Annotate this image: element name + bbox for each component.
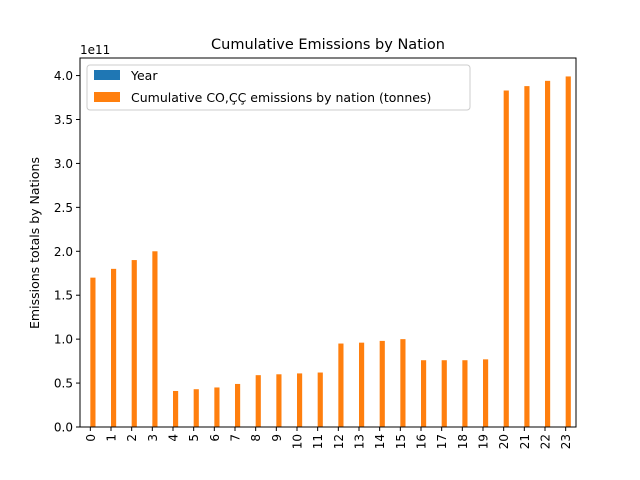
bar-emissions-8: [255, 375, 261, 427]
bar-emissions-20: [503, 90, 509, 427]
x-tick-label: 14: [373, 434, 387, 449]
bar-emissions-10: [297, 373, 303, 427]
bar-emissions-23: [565, 76, 571, 427]
x-tick-label: 3: [146, 434, 160, 442]
x-tick-label: 8: [249, 434, 263, 442]
x-tick-label: 22: [539, 434, 553, 449]
y-axis-label: Emissions totals by Nations: [27, 157, 42, 329]
y-tick-label: 1.0: [54, 333, 73, 347]
x-ticks-group: 0 1 2 3 4 5 6 7 8 9 10 11 12 13 14 15 16 17 18 19 20 21 22 23: [84, 427, 573, 449]
bar-emissions-3: [152, 251, 158, 427]
x-tick-label: 6: [208, 434, 222, 442]
y-tick-label: 0.5: [54, 377, 73, 391]
x-tick-label: 16: [415, 434, 429, 449]
plot-area-frame: [79, 57, 577, 428]
chart-title: Cumulative Emissions by Nation: [211, 37, 445, 53]
y-tick-label: 2.5: [54, 201, 73, 215]
x-tick-label: 13: [353, 434, 367, 449]
x-tick-label: 12: [332, 434, 346, 449]
bar-emissions-21: [524, 86, 530, 427]
bar-emissions-6: [214, 387, 220, 427]
bar-emissions-2: [131, 260, 137, 427]
bar-emissions-7: [235, 383, 241, 427]
x-tick-label: 20: [497, 434, 511, 449]
legend-label-year: Year: [130, 68, 158, 83]
x-tick-label: 10: [291, 434, 305, 449]
y-tick-label: 3.0: [54, 157, 73, 171]
bar-emissions-0: [90, 277, 96, 427]
x-tick-label: 1: [105, 434, 119, 442]
legend-swatch-year: [94, 70, 120, 80]
x-tick-label: 9: [270, 434, 284, 442]
y-tick-label: 0.0: [54, 421, 73, 435]
bar-emissions-22: [545, 80, 551, 427]
y-axis-offset-label: 1e11: [80, 43, 110, 57]
y-ticks-group: 0.0 0.5 1.0 1.5 2.0 2.5 3.0 3.5 4.0: [54, 69, 80, 435]
bar-emissions-19: [483, 359, 489, 427]
bar-emissions-13: [359, 342, 365, 427]
y-tick-label: 2.0: [54, 245, 73, 259]
bar-emissions-11: [317, 372, 323, 427]
x-tick-label: 2: [125, 434, 139, 442]
bar-emissions-1: [111, 268, 117, 427]
bar-emissions-9: [276, 374, 282, 427]
bar-emissions-5: [193, 389, 199, 427]
bar-emissions-18: [462, 360, 468, 427]
bar-emissions-16: [421, 360, 427, 427]
legend-label-emissions: Cumulative CO,ÇÇ emissions by nation (to…: [131, 90, 431, 105]
y-tick-label: 3.5: [54, 113, 73, 127]
x-tick-label: 15: [394, 434, 408, 449]
x-tick-label: 23: [559, 434, 573, 449]
bar-emissions-12: [338, 343, 344, 427]
x-tick-label: 5: [187, 434, 201, 442]
x-tick-label: 4: [167, 434, 181, 442]
y-tick-label: 4.0: [54, 69, 73, 83]
legend: Year Cumulative CO,ÇÇ emissions by natio…: [86, 64, 471, 111]
bars-group: [90, 76, 571, 427]
bar-emissions-14: [379, 340, 385, 427]
legend-box: [86, 64, 471, 111]
x-tick-label: 19: [477, 434, 491, 449]
bar-emissions-4: [173, 390, 179, 427]
x-tick-label: 7: [229, 434, 243, 442]
x-tick-label: 21: [518, 434, 532, 449]
bar-emissions-15: [400, 339, 406, 427]
legend-swatch-emissions: [94, 92, 120, 102]
x-tick-label: 17: [435, 434, 449, 449]
x-tick-label: 11: [311, 434, 325, 449]
x-tick-label: 18: [456, 434, 470, 449]
x-tick-label: 0: [84, 434, 98, 442]
bar-emissions-17: [441, 360, 447, 427]
y-tick-label: 1.5: [54, 289, 73, 303]
